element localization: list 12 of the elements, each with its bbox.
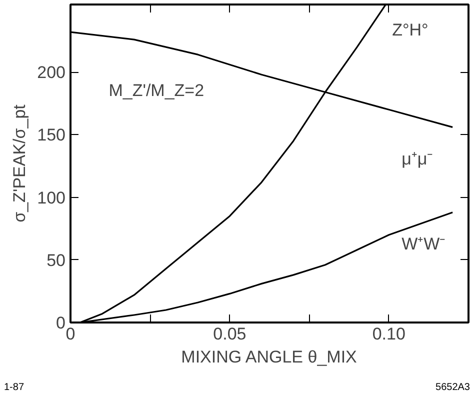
x-tick-label: 0.05: [213, 324, 246, 344]
legend-label: Z°H°: [392, 20, 428, 40]
annotation: M_Z'/M_Z=2: [108, 80, 204, 100]
y-tick-label: 50: [46, 250, 66, 270]
y-tick-label: 150: [37, 126, 66, 145]
y-axis-title: σ_Z'PEAK/σ_pt: [10, 104, 30, 222]
x-tick-label: 0.10: [372, 324, 406, 344]
y-tick-label: 200: [37, 63, 66, 82]
x-axis-title: MIXING ANGLE θ_MIX: [181, 348, 357, 366]
y-tick-label: 100: [37, 188, 66, 208]
series-label: W⁺W⁻: [402, 234, 446, 254]
series-label: μ⁺μ⁻: [402, 149, 434, 168]
